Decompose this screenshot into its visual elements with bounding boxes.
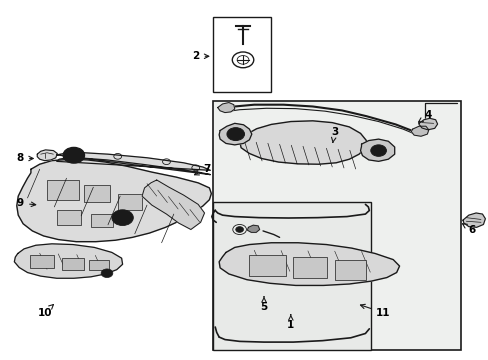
- Text: 7: 7: [194, 164, 210, 175]
- Polygon shape: [219, 123, 251, 145]
- Text: 10: 10: [37, 305, 53, 318]
- Text: 2: 2: [192, 51, 208, 61]
- Text: 4: 4: [418, 111, 431, 122]
- Polygon shape: [14, 244, 122, 278]
- Bar: [83, 185, 110, 202]
- Polygon shape: [360, 139, 394, 161]
- Polygon shape: [247, 225, 259, 232]
- Polygon shape: [17, 159, 211, 242]
- Bar: [212, 202, 370, 350]
- Circle shape: [235, 226, 243, 232]
- Polygon shape: [462, 213, 485, 227]
- Circle shape: [63, 147, 84, 163]
- Polygon shape: [37, 150, 57, 161]
- Circle shape: [101, 269, 113, 278]
- Bar: [91, 214, 113, 227]
- Circle shape: [226, 128, 244, 140]
- Polygon shape: [418, 118, 437, 130]
- Polygon shape: [219, 243, 399, 285]
- Bar: [89, 260, 109, 270]
- Polygon shape: [57, 152, 210, 175]
- Circle shape: [370, 145, 386, 156]
- Polygon shape: [217, 103, 234, 113]
- Bar: [212, 17, 271, 92]
- Bar: [293, 257, 327, 278]
- Polygon shape: [239, 121, 366, 164]
- Bar: [212, 101, 461, 350]
- Bar: [47, 180, 79, 200]
- Polygon shape: [410, 126, 428, 136]
- Bar: [249, 255, 285, 276]
- Text: 8: 8: [17, 153, 33, 163]
- Bar: [30, 255, 54, 268]
- Text: 11: 11: [360, 304, 390, 318]
- Bar: [118, 194, 142, 211]
- Circle shape: [112, 210, 133, 226]
- Bar: [61, 258, 83, 270]
- Bar: [334, 260, 366, 280]
- Text: 5: 5: [260, 297, 267, 312]
- Bar: [57, 211, 81, 225]
- Text: 3: 3: [330, 127, 338, 142]
- Text: 6: 6: [462, 224, 475, 235]
- Text: 1: 1: [286, 315, 294, 330]
- Text: 9: 9: [17, 198, 36, 208]
- Polygon shape: [142, 180, 204, 229]
